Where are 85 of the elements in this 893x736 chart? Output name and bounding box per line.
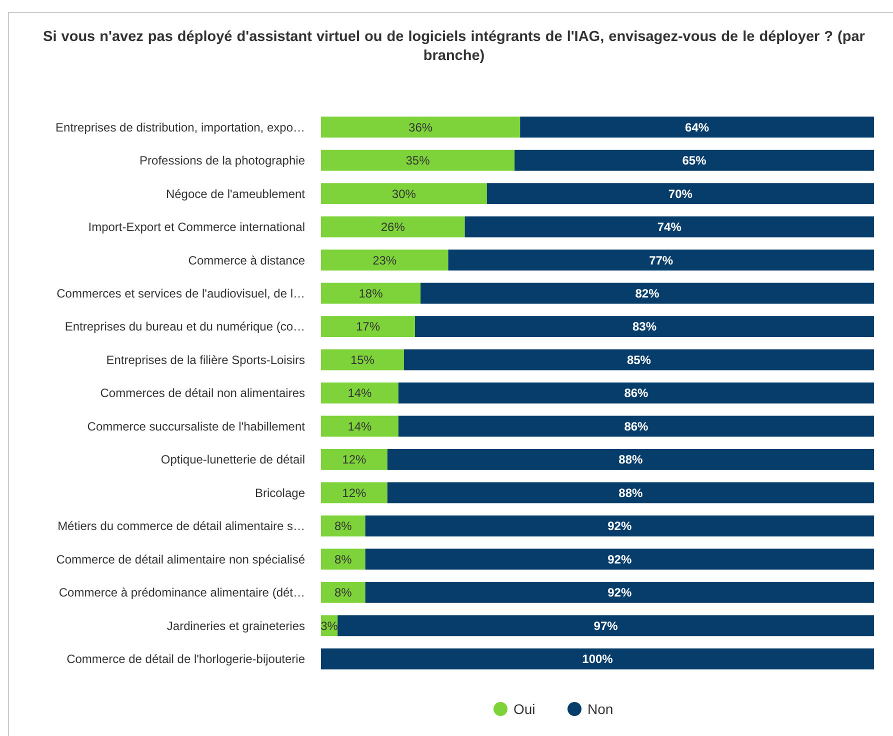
bar [514, 150, 874, 171]
bar [321, 515, 366, 536]
y-tick-label: Commerce de détail alimentaire non spécialisé [56, 552, 306, 566]
y-tick-label: Entreprises de la filière Sports-Loisirs [106, 352, 305, 367]
bar [398, 416, 874, 437]
y-tick-label: Import-Export et Commerce international [88, 220, 305, 234]
data-label: 30% [392, 186, 416, 201]
data-label: 74% [657, 220, 682, 234]
bar [321, 349, 404, 370]
data-label: 26% [380, 220, 406, 234]
y-tick-label: Commerce succursaliste de l'habillement [87, 419, 306, 434]
data-label: 8% [334, 552, 352, 566]
data-label: 65% [682, 154, 707, 168]
y-tick-label: Commerce de détail de l'horlogerie-bijouterie [66, 652, 306, 666]
data-label: 92% [608, 519, 632, 534]
bar [486, 183, 874, 204]
bar [464, 216, 874, 238]
bar [398, 382, 874, 404]
bar [338, 615, 874, 636]
bar [448, 250, 874, 271]
data-label: 92% [608, 586, 632, 600]
data-label: 18% [358, 286, 384, 300]
chart-title: Si vous n'avez pas déployé d'assistant virtuel ou de logiciels intégrants de l'IAG, envisagez-vous de le déployer ? (par branche) [42, 28, 866, 66]
bar [365, 548, 874, 570]
legend-label: Non [588, 700, 614, 717]
data-label: 88% [618, 486, 644, 500]
y-tick-label: Commerces et services de l'audiovisuel, de l… [56, 286, 305, 300]
bar [321, 582, 366, 603]
y-tick-label: Entreprises du bureau et du numérique (co… [64, 320, 305, 334]
data-label: 88% [618, 452, 644, 467]
data-label: 97% [594, 618, 618, 633]
data-label: 14% [348, 386, 372, 400]
bar [321, 482, 388, 504]
y-tick-label: Bricolage [254, 486, 306, 500]
y-tick-label: Négoce de l'ameublement [166, 186, 306, 201]
data-label: 36% [408, 120, 433, 134]
bar [404, 349, 874, 370]
bar [387, 482, 874, 504]
data-label: 85% [626, 352, 652, 367]
bar [321, 216, 465, 238]
bar [520, 116, 874, 138]
data-label: 70% [668, 186, 693, 201]
data-label: 86% [624, 419, 649, 434]
data-label: 14% [348, 419, 372, 434]
bar [321, 183, 487, 204]
y-tick-label: Commerce à distance [188, 253, 306, 268]
bar [321, 316, 416, 337]
data-label: 12% [342, 452, 367, 467]
bar [365, 515, 874, 536]
y-tick-label: Professions de la photographie [140, 154, 306, 168]
data-label: 15% [350, 352, 375, 367]
data-label: 86% [624, 386, 649, 400]
bar [415, 316, 874, 337]
bar [321, 250, 448, 271]
y-tick-label: Optique-lunetterie de détail [160, 452, 305, 467]
data-label: 82% [635, 286, 660, 300]
bar [365, 582, 874, 603]
data-label: 3% [320, 618, 338, 633]
data-label: 100% [582, 652, 614, 666]
data-label: 77% [649, 253, 674, 268]
bar [321, 416, 398, 437]
data-label: 8% [334, 519, 352, 534]
data-label: 35% [406, 154, 430, 168]
data-label: 12% [342, 486, 367, 500]
bar [321, 648, 874, 670]
bar [420, 282, 874, 304]
bar [321, 382, 398, 404]
data-label: 23% [372, 253, 397, 268]
data-label: 64% [685, 120, 710, 134]
y-tick-label: Commerces de détail non alimentaires [100, 386, 305, 400]
bar [321, 116, 520, 138]
bar [321, 548, 366, 570]
y-tick-label: Jardineries et graineteries [166, 618, 305, 633]
bar [321, 449, 388, 470]
bar [321, 282, 421, 304]
bar [321, 150, 515, 171]
bar [387, 449, 874, 470]
data-label: 17% [356, 320, 380, 334]
data-label: 8% [334, 586, 352, 600]
data-label: 83% [632, 320, 657, 334]
y-tick-label: Entreprises de distribution, importation, expo… [56, 120, 305, 134]
y-tick-label: Commerce à prédominance alimentaire (dét… [58, 586, 305, 600]
legend-label: Oui [514, 700, 536, 717]
data-label: 92% [608, 552, 632, 566]
y-tick-label: Métiers du commerce de détail alimentaire s… [58, 519, 305, 534]
